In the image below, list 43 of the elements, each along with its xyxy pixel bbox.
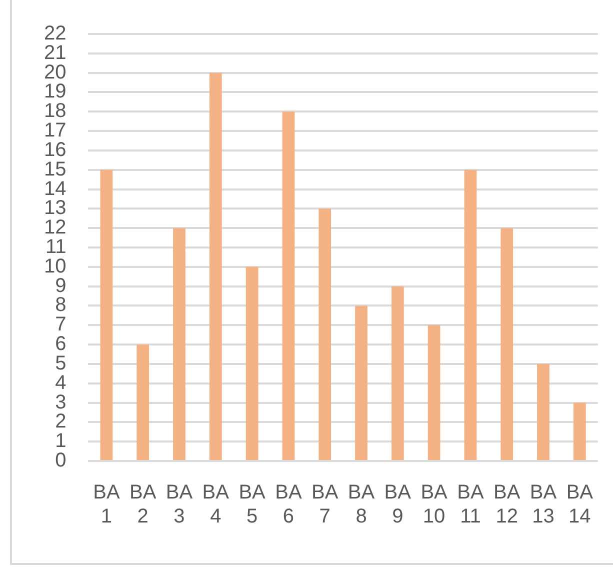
x-tick-label: BA 14 bbox=[566, 482, 594, 528]
x-tick-label: BA 1 bbox=[93, 482, 120, 528]
x-tick-label: BA 9 bbox=[384, 482, 412, 528]
y-tick-label: 12 bbox=[44, 216, 66, 239]
x-tick-label: BA 3 bbox=[166, 482, 194, 528]
y-tick-label: 18 bbox=[44, 100, 66, 122]
x-tick-label: BA 11 bbox=[457, 482, 484, 528]
y-tick-label: 9 bbox=[55, 274, 66, 297]
y-tick-label: 2 bbox=[55, 410, 66, 433]
bar bbox=[537, 364, 550, 460]
x-tick-label: BA 13 bbox=[530, 482, 558, 528]
x-tick-label: BA 5 bbox=[238, 482, 266, 528]
bar bbox=[355, 306, 368, 460]
bar bbox=[209, 72, 222, 460]
bar bbox=[464, 170, 477, 460]
y-tick-label: 8 bbox=[55, 294, 66, 316]
y-tick-label: 15 bbox=[44, 158, 66, 180]
bar bbox=[173, 228, 186, 460]
y-tick-label: 13 bbox=[44, 197, 66, 220]
x-tick-label: BA 10 bbox=[420, 482, 448, 528]
x-tick-label: BA 2 bbox=[130, 482, 157, 528]
bar bbox=[100, 170, 113, 460]
y-tick-label: 1 bbox=[55, 430, 66, 452]
bar bbox=[282, 112, 295, 460]
bar bbox=[573, 402, 586, 460]
bar bbox=[246, 266, 258, 460]
x-tick-label: BA 7 bbox=[312, 482, 339, 528]
y-tick-label: 7 bbox=[55, 314, 66, 336]
y-tick-label: 14 bbox=[44, 178, 66, 200]
y-tick-label: 0 bbox=[55, 450, 66, 472]
bar bbox=[500, 228, 514, 460]
y-tick-label: 19 bbox=[44, 80, 66, 103]
y-tick-label: 3 bbox=[55, 391, 66, 414]
bar bbox=[428, 325, 440, 460]
bar bbox=[136, 344, 150, 460]
bar bbox=[391, 286, 404, 460]
y-tick-label: 4 bbox=[55, 372, 66, 394]
x-tick-label: BA 6 bbox=[275, 482, 302, 528]
bar bbox=[318, 208, 332, 460]
x-tick-label: BA 4 bbox=[202, 482, 230, 528]
y-tick-label: 20 bbox=[44, 61, 66, 84]
x-tick-label: BA 8 bbox=[348, 482, 376, 528]
x-tick-label: BA 12 bbox=[494, 482, 521, 528]
